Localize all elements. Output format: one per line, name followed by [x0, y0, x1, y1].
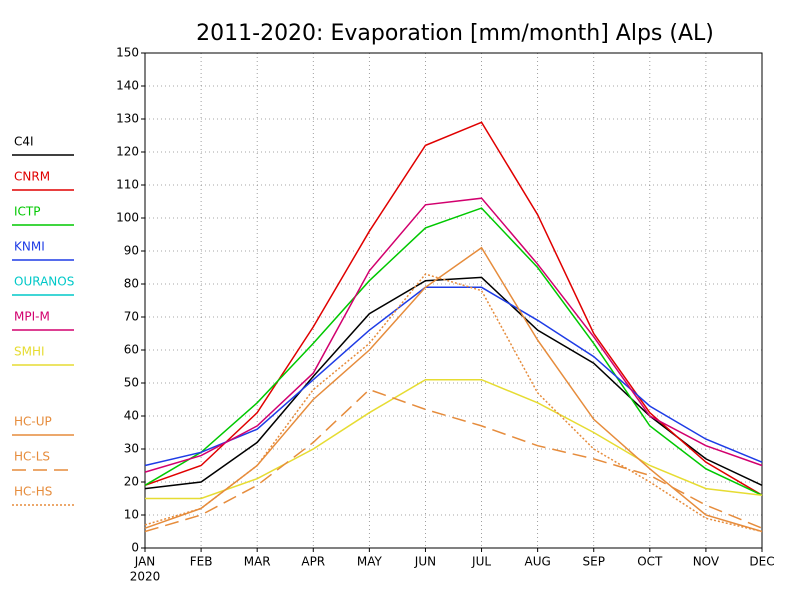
legend-label: CNRM — [14, 170, 50, 184]
y-tick-label: 100 — [116, 211, 139, 225]
y-tick-label: 0 — [131, 541, 139, 555]
x-tick-label: JAN — [134, 555, 156, 569]
series-line — [144, 197, 763, 473]
x-tick-label: JUL — [471, 555, 491, 569]
y-tick-label: 120 — [116, 145, 139, 159]
y-tick-label: 80 — [124, 277, 139, 291]
x-tick-label: SEP — [583, 555, 605, 569]
series-line — [144, 286, 763, 467]
x-tick-label: MAY — [357, 555, 383, 569]
series-line — [144, 388, 763, 533]
legend-label: C4I — [14, 135, 34, 149]
x-tick-label: DEC — [749, 555, 774, 569]
chart-title: 2011-2020: Evaporation [mm/month] Alps (… — [196, 21, 714, 46]
series-line — [144, 273, 763, 533]
y-tick-label: 10 — [124, 508, 139, 522]
y-tick-label: 70 — [124, 310, 139, 324]
legend-label: ICTP — [14, 205, 40, 219]
y-tick-label: 30 — [124, 442, 139, 456]
x-tick-label: MAR — [244, 555, 271, 569]
x-tick-label: APR — [301, 555, 325, 569]
legend-label: HC-UP — [14, 415, 52, 429]
x-tick-label: AUG — [524, 555, 550, 569]
series-line — [145, 378, 763, 500]
plot-frame — [144, 52, 763, 549]
x-sublabel: 2020 — [130, 570, 161, 584]
legend-label: KNMI — [14, 240, 45, 254]
legend-label: SMHI — [14, 345, 45, 359]
x-tick-label: NOV — [693, 555, 720, 569]
y-tick-label: 140 — [116, 79, 139, 93]
x-tick-label: JUN — [414, 555, 436, 569]
y-tick-label: 20 — [124, 475, 139, 489]
y-tick-label: 130 — [116, 112, 139, 126]
y-tick-label: 60 — [124, 343, 139, 357]
y-tick-label: 90 — [124, 244, 139, 258]
legend-label: OURANOS — [14, 275, 74, 289]
x-tick-label: OCT — [637, 555, 663, 569]
x-tick-label: FEB — [190, 555, 213, 569]
y-tick-label: 40 — [124, 409, 139, 423]
legend-label: HC-LS — [14, 450, 50, 464]
legend-label: MPI-M — [14, 310, 50, 324]
y-tick-label: 50 — [124, 376, 139, 390]
y-tick-label: 150 — [116, 46, 139, 60]
series-line — [144, 207, 763, 496]
legend-label: HC-HS — [14, 485, 52, 499]
y-tick-label: 110 — [116, 178, 139, 192]
series-line — [144, 276, 763, 490]
